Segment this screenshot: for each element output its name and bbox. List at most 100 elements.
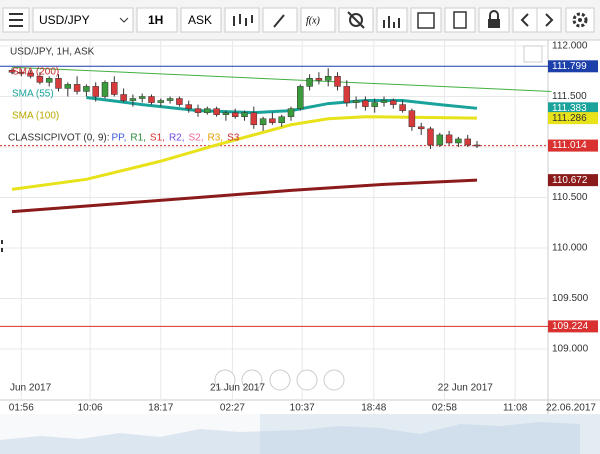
- legend-pivot-part: R1,: [130, 133, 146, 144]
- reset-zoom[interactable]: [269, 369, 291, 391]
- volume-button[interactable]: [376, 7, 408, 33]
- candle-body: [213, 108, 220, 115]
- legend-pivot-part: R3,: [208, 133, 224, 144]
- legend-pivot-part: S3: [227, 133, 240, 144]
- price-tag-label: 111.014: [552, 140, 587, 151]
- candle: [120, 88, 127, 103]
- draw-button[interactable]: [262, 7, 298, 33]
- candle-body: [36, 76, 44, 83]
- candle-body: [399, 104, 406, 111]
- y-tick-label: 111.500: [552, 91, 587, 102]
- candle: [445, 130, 453, 145]
- candle-body: [352, 100, 360, 103]
- symbol-select[interactable]: USD/JPY: [32, 7, 134, 33]
- candle-body: [306, 78, 313, 87]
- candle-body: [18, 72, 25, 74]
- y-tick-label: 109.500: [552, 293, 589, 304]
- candle-body: [390, 100, 397, 105]
- candle-body: [427, 128, 434, 146]
- settings-button[interactable]: [565, 7, 595, 33]
- legend-pivot: CLASSICPIVOT (0, 9):: [8, 133, 110, 144]
- candle: [166, 96, 174, 104]
- candle-body: [362, 100, 369, 107]
- candle: [315, 72, 323, 85]
- x-tick-label: 18:17: [148, 403, 173, 414]
- lock-button[interactable]: [478, 7, 510, 33]
- candle: [176, 96, 183, 107]
- price-tag-label: 110.672: [552, 175, 588, 186]
- date-label: 21 Jun 2017: [210, 383, 265, 394]
- candle: [138, 93, 146, 103]
- candle: [241, 110, 248, 121]
- price-tag: [548, 139, 598, 152]
- candle: [36, 72, 44, 85]
- candle: [222, 110, 230, 121]
- y-tick-label: 112.000: [552, 41, 588, 52]
- candle: [417, 122, 425, 135]
- x-tick-label: 11:08: [503, 403, 528, 414]
- popout-button[interactable]: [523, 45, 543, 63]
- candle-body: [259, 118, 267, 126]
- magnet-button[interactable]: [338, 7, 374, 33]
- indicator-line: [11, 115, 478, 191]
- scroll-left-button[interactable]: [512, 7, 538, 33]
- indicator-button[interactable]: f(x): [300, 7, 336, 33]
- price-tag-label: 111.286: [552, 113, 587, 124]
- candle-body: [343, 86, 351, 103]
- candle: [92, 82, 99, 102]
- candle: [269, 112, 276, 125]
- candle: [45, 76, 53, 87]
- candle-body: [334, 76, 341, 87]
- chart-type-button[interactable]: [224, 7, 260, 33]
- menu-button[interactable]: [2, 7, 30, 33]
- candle: [55, 74, 62, 92]
- candle-body: [464, 138, 471, 146]
- calculator-button[interactable]: [444, 7, 476, 33]
- calendar-button[interactable]: [410, 7, 442, 33]
- candle-body: [45, 78, 53, 83]
- candle: [111, 76, 118, 97]
- candle: [324, 68, 332, 87]
- candle-body: [231, 112, 239, 117]
- last-date: 22.06.2017: [546, 403, 596, 414]
- navigator-window[interactable]: [260, 414, 600, 454]
- legend-pivot-part: S1,: [150, 133, 165, 144]
- x-tick-label: 02:58: [432, 403, 457, 414]
- candle: [8, 68, 16, 75]
- candle: [129, 94, 137, 107]
- period-select[interactable]: 1H: [136, 7, 178, 33]
- candle: [399, 100, 406, 113]
- candle-body: [194, 108, 202, 113]
- indicator-line: [86, 96, 478, 115]
- candle-body: [380, 100, 388, 103]
- indicator-line: [11, 66, 552, 92]
- candle-body: [55, 78, 62, 89]
- candle: [83, 84, 90, 97]
- candle: [390, 98, 397, 109]
- candle-body: [408, 110, 416, 128]
- candle: [231, 108, 239, 119]
- scroll-forward[interactable]: [323, 369, 345, 391]
- candle-body: [166, 98, 174, 101]
- scroll-right-button[interactable]: [536, 7, 562, 33]
- side-select[interactable]: ASK: [180, 7, 222, 33]
- zoom-out[interactable]: [241, 369, 263, 391]
- candle-body: [157, 100, 165, 103]
- price-tag: [548, 112, 598, 125]
- candle-body: [241, 112, 248, 117]
- candle: [436, 132, 444, 147]
- candle: [464, 134, 471, 147]
- period: 1H: [148, 13, 163, 27]
- candle-body: [204, 108, 211, 113]
- candle: [213, 106, 220, 117]
- navigator-area: [0, 422, 580, 454]
- candle: [334, 72, 341, 91]
- candle: [352, 96, 360, 109]
- candle-body: [297, 86, 304, 109]
- zoom-in[interactable]: [296, 369, 318, 391]
- candle-body: [185, 104, 192, 109]
- x-tick-label: 01:56: [9, 403, 34, 414]
- x-tick-label: 02:27: [220, 403, 245, 414]
- legend-pivot-part: R2,: [169, 133, 185, 144]
- scroll-back[interactable]: [214, 369, 236, 391]
